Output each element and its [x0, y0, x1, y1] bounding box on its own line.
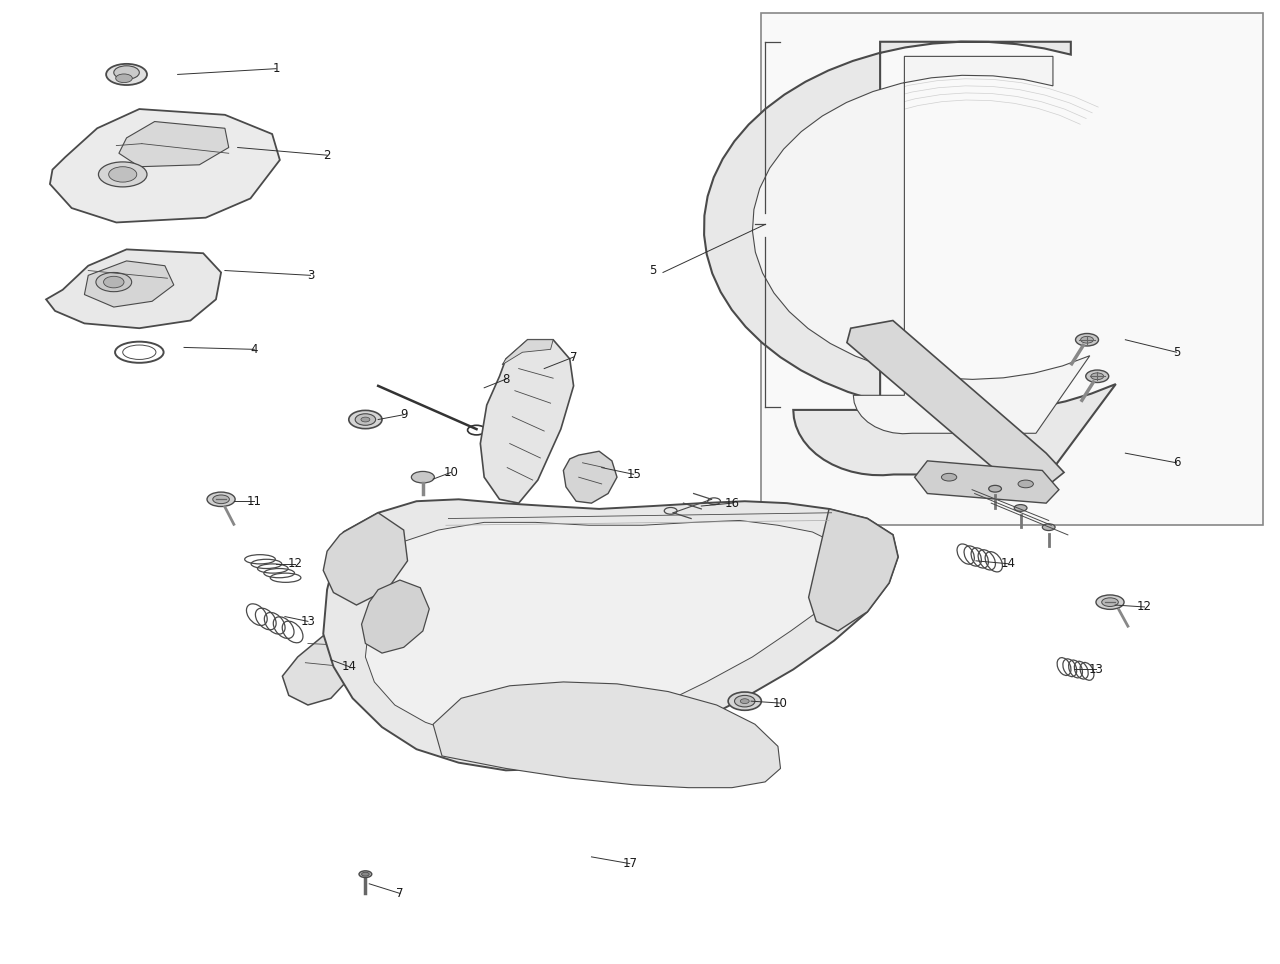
Polygon shape [84, 261, 174, 308]
Ellipse shape [1014, 504, 1027, 511]
Polygon shape [704, 41, 1116, 475]
Ellipse shape [109, 167, 137, 182]
Text: 7: 7 [570, 351, 577, 363]
Ellipse shape [1096, 595, 1124, 609]
Polygon shape [50, 109, 280, 223]
Text: 3: 3 [307, 269, 314, 281]
Text: 17: 17 [622, 857, 637, 870]
Polygon shape [324, 513, 407, 605]
Ellipse shape [212, 495, 229, 503]
Text: 12: 12 [288, 557, 302, 570]
Polygon shape [915, 461, 1059, 503]
Ellipse shape [348, 411, 381, 429]
Ellipse shape [1080, 336, 1093, 343]
Polygon shape [809, 509, 899, 631]
Ellipse shape [361, 872, 369, 876]
Ellipse shape [1075, 334, 1098, 346]
Ellipse shape [207, 492, 236, 506]
Ellipse shape [411, 471, 434, 483]
Ellipse shape [1091, 373, 1103, 380]
Ellipse shape [114, 66, 140, 79]
Ellipse shape [740, 699, 749, 704]
Text: 1: 1 [273, 62, 280, 75]
Polygon shape [502, 339, 553, 364]
Polygon shape [433, 682, 781, 788]
Ellipse shape [361, 417, 370, 422]
Polygon shape [563, 451, 617, 503]
Ellipse shape [106, 64, 147, 85]
Ellipse shape [1018, 480, 1033, 488]
Polygon shape [324, 499, 899, 770]
Polygon shape [480, 339, 573, 503]
Polygon shape [365, 521, 851, 743]
Ellipse shape [735, 695, 755, 707]
Text: 9: 9 [399, 408, 407, 421]
Ellipse shape [115, 74, 132, 83]
Polygon shape [119, 121, 229, 167]
Ellipse shape [355, 414, 375, 425]
Polygon shape [847, 320, 1064, 487]
Text: 13: 13 [301, 615, 315, 628]
Ellipse shape [1102, 598, 1119, 606]
Text: 14: 14 [1001, 557, 1015, 570]
Text: 6: 6 [1172, 456, 1180, 469]
Polygon shape [46, 250, 221, 328]
Text: 4: 4 [251, 343, 259, 356]
Text: 16: 16 [724, 496, 740, 510]
Ellipse shape [1085, 370, 1108, 383]
Ellipse shape [988, 485, 1001, 492]
Text: 11: 11 [247, 495, 262, 508]
Ellipse shape [358, 870, 371, 877]
Text: 7: 7 [396, 887, 403, 900]
Text: 15: 15 [626, 468, 641, 481]
Text: 10: 10 [773, 697, 788, 710]
Text: 5: 5 [1172, 346, 1180, 359]
Ellipse shape [96, 273, 132, 292]
Text: 12: 12 [1137, 601, 1152, 613]
Bar [762, 13, 1263, 525]
Ellipse shape [104, 277, 124, 288]
Text: 10: 10 [444, 466, 458, 479]
Text: 8: 8 [502, 373, 509, 386]
Text: 13: 13 [1088, 663, 1103, 676]
Ellipse shape [941, 473, 956, 481]
Text: 2: 2 [324, 148, 330, 162]
Polygon shape [753, 56, 1089, 434]
Ellipse shape [99, 162, 147, 187]
Polygon shape [283, 627, 361, 705]
Ellipse shape [728, 692, 762, 710]
Ellipse shape [1042, 523, 1055, 530]
Text: 5: 5 [649, 264, 657, 277]
Text: 14: 14 [342, 660, 356, 673]
Polygon shape [361, 580, 429, 653]
